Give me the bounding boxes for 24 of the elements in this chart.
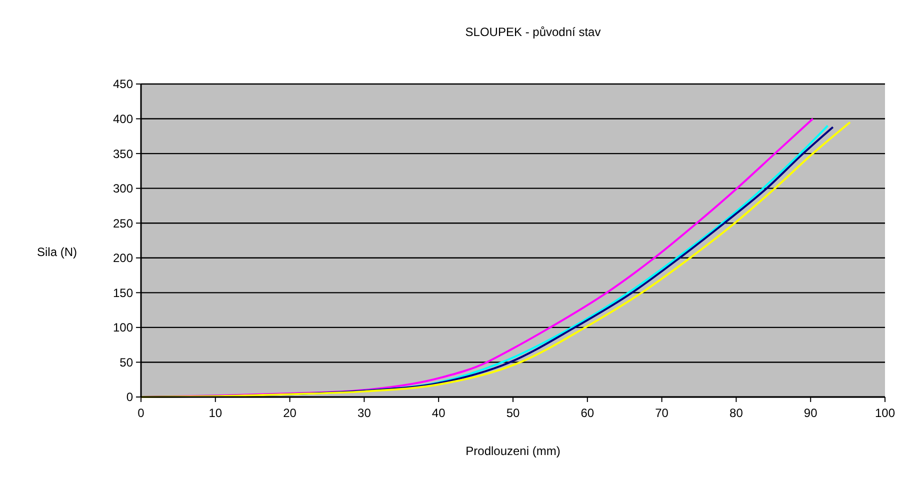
y-tick-label: 400 [112,112,134,126]
y-tick-label: 100 [112,320,134,335]
y-axis-title: Sila (N) [36,245,78,259]
x-tick-label: 40 [432,406,446,420]
x-axis-title: Prodlouzeni (mm) [466,444,560,458]
x-tick-label: 60 [580,406,594,420]
y-tick-label: 150 [112,286,134,300]
x-tick-label: 30 [358,406,372,420]
x-tick-label: 80 [730,406,744,420]
x-tick-label: 70 [655,406,669,420]
x-tick-label: 100 [874,406,896,420]
y-tick-label: 200 [112,251,134,266]
x-tick-label: 50 [506,406,520,420]
x-tick-label: 90 [804,406,818,420]
x-tick-label: 10 [208,406,222,420]
x-tick-label: 0 [138,406,145,420]
y-tick-label: 250 [112,216,134,230]
y-tick-label: 0 [126,390,134,404]
y-tick-label: 300 [112,182,134,196]
y-tick-label: 450 [112,77,134,92]
y-tick-label: 350 [112,146,134,161]
chart-title: SLOUPEK - původní stav [465,25,601,39]
y-tick-label: 50 [120,355,134,370]
x-tick-label: 20 [283,406,297,420]
